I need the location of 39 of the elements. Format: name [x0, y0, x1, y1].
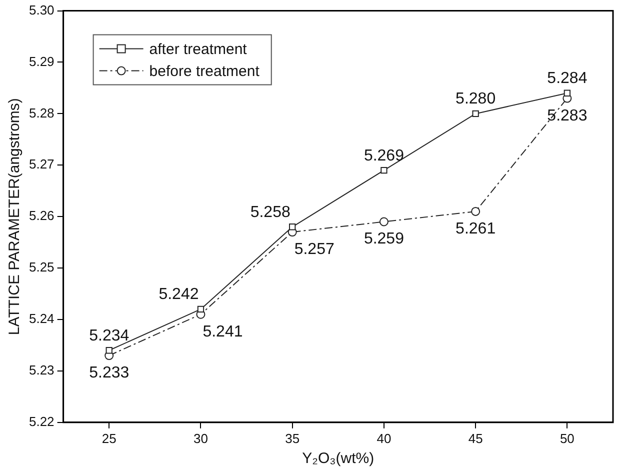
x-tick-label: 35 — [285, 430, 300, 446]
data-label: 5.284 — [547, 70, 588, 88]
point — [564, 90, 571, 96]
data-label: 5.283 — [547, 107, 588, 124]
point — [197, 306, 204, 313]
x-axis-title: Y₂O₃(wt%) — [302, 450, 374, 468]
point — [379, 217, 388, 226]
data-label: 5.261 — [456, 220, 496, 238]
y-tick-label: 5.25 — [28, 260, 54, 275]
y-tick-label: 5.22 — [28, 414, 54, 429]
y-tick-label: 5.28 — [28, 105, 54, 120]
point — [380, 166, 388, 174]
data-label: 5.269 — [364, 147, 404, 164]
point — [106, 347, 112, 354]
data-label: 5.241 — [202, 323, 243, 340]
x-tick-label: 50 — [560, 430, 574, 446]
y-tick-label: 5.30 — [28, 2, 54, 18]
point — [472, 110, 479, 118]
y-tick-label: 5.23 — [28, 362, 54, 378]
point — [471, 206, 480, 216]
data-label: 5.233 — [89, 364, 130, 382]
legend-label: before treatment — [149, 62, 260, 80]
y-tick-label: 5.24 — [28, 311, 54, 326]
data-label: 5.257 — [294, 241, 334, 258]
y-tick-label: 5.29 — [28, 54, 54, 69]
x-tick-label: 45 — [468, 430, 483, 446]
x-tick-label: 30 — [193, 430, 208, 446]
data-label: 5.258 — [250, 204, 290, 221]
data-label: 5.234 — [89, 327, 130, 344]
point — [289, 224, 296, 230]
x-tick-label: 25 — [102, 430, 116, 446]
data-label: 5.280 — [456, 90, 496, 108]
y-tick-label: 5.26 — [28, 208, 54, 224]
legend-label: after treatment — [149, 40, 248, 58]
y-tick-label: 5.27 — [28, 156, 54, 172]
data-label: 5.242 — [158, 286, 199, 304]
y-axis-title: LATTICE PARAMETER(angstroms) — [6, 98, 24, 336]
x-tick-label: 40 — [376, 430, 392, 446]
data-label: 5.259 — [364, 230, 404, 248]
